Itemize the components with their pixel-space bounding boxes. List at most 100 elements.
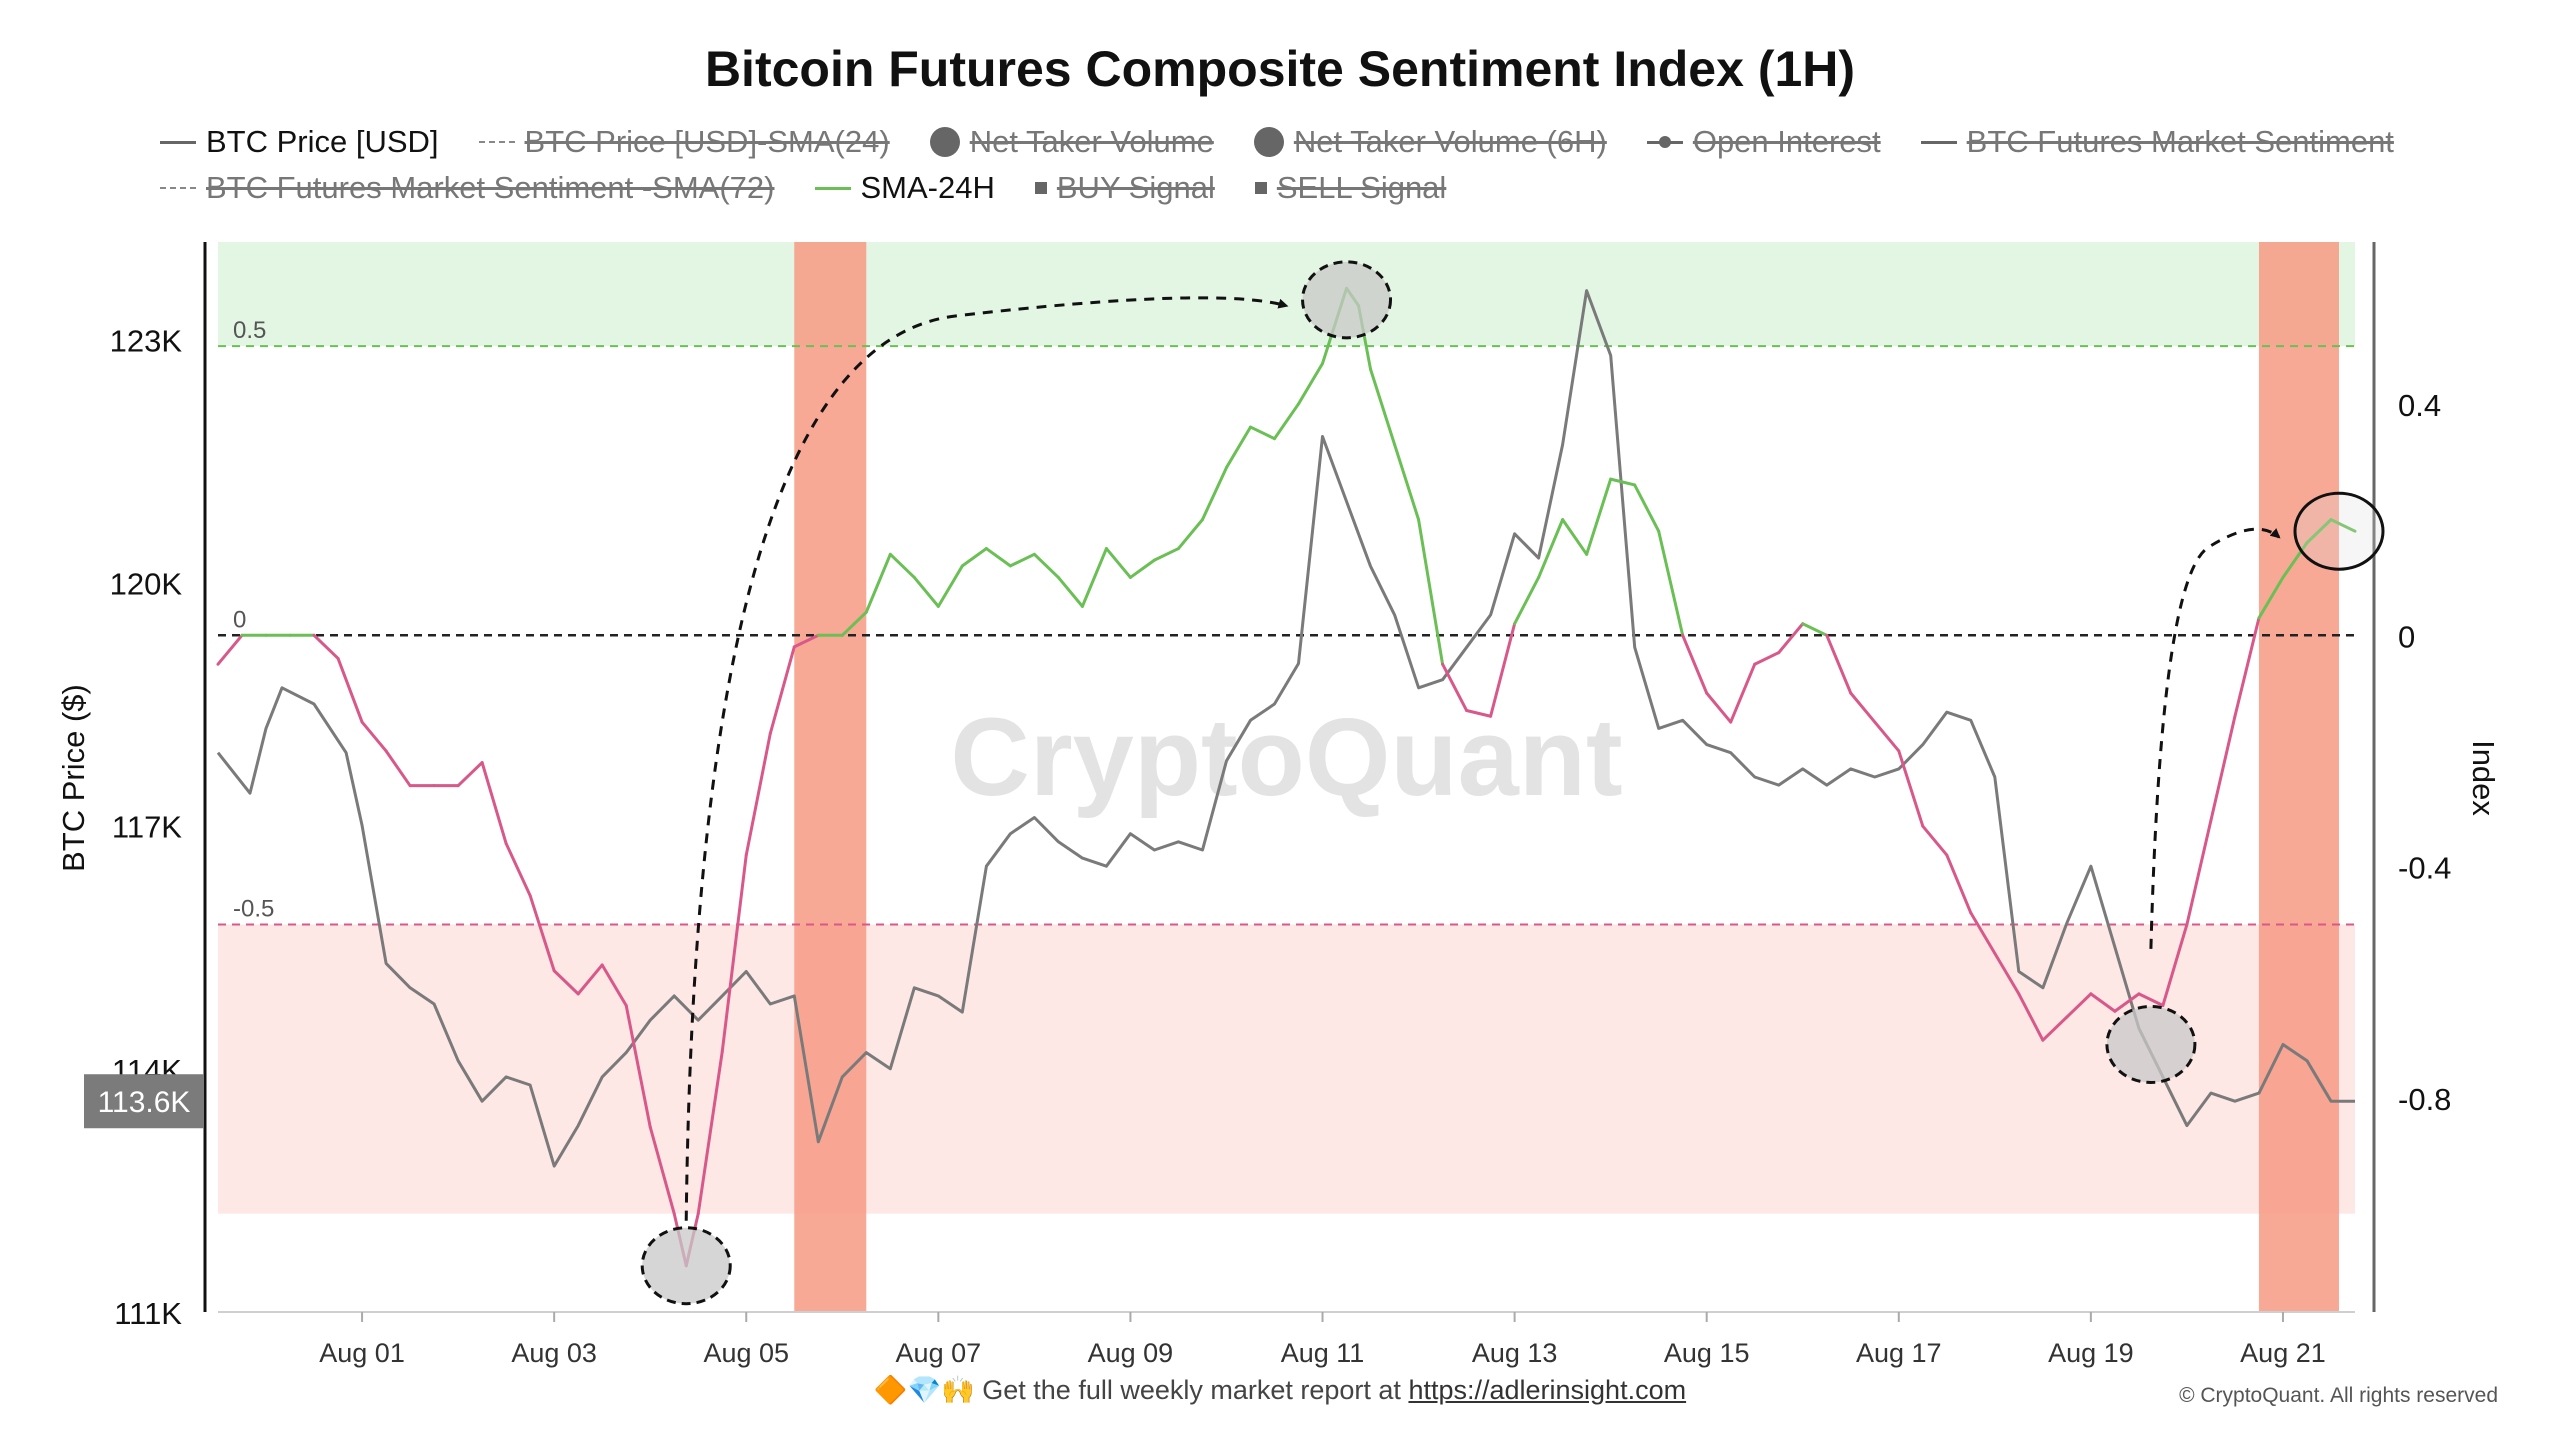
sma-24h-segment xyxy=(1993,951,2021,996)
annotation-circle xyxy=(640,1226,732,1306)
sma-24h-segment xyxy=(1056,575,1084,608)
sma-24h-segment xyxy=(576,963,604,996)
sma-24h-segment xyxy=(2137,992,2165,1007)
legend-swatch-icon xyxy=(1646,135,1683,148)
sma-24h-segment xyxy=(2017,992,2045,1042)
sma-24h-segment xyxy=(2209,714,2237,822)
sma-24h-segment xyxy=(216,633,244,666)
annotation-arrow xyxy=(2149,527,2281,949)
legend-swatch-icon xyxy=(1253,127,1284,157)
current-price-tag xyxy=(84,1074,204,1129)
sma-24h-segment xyxy=(1513,575,1541,626)
legend-label: BUY Signal xyxy=(1056,170,1215,205)
sma-24h-segment xyxy=(1537,518,1565,579)
current-price-label: 113.6K xyxy=(98,1086,191,1119)
legend-item[interactable]: BTC Price [USD] xyxy=(160,124,439,160)
sma-24h-segment xyxy=(1657,529,1685,637)
sma-24h-segment xyxy=(1200,466,1228,522)
legend-item[interactable]: Net Taker Volume (6H) xyxy=(1253,124,1607,160)
sma-24h-segment xyxy=(1465,708,1493,718)
legend-item[interactable]: SELL Signal xyxy=(1254,170,1446,206)
sma-24h-segment xyxy=(1705,691,1733,724)
legend-swatch-icon xyxy=(160,140,196,144)
sma-24h-segment xyxy=(696,1050,724,1216)
left-tick-label: 123K xyxy=(110,323,183,358)
x-tick-label: Aug 11 xyxy=(1281,1338,1365,1368)
legend-item[interactable]: BUY Signal xyxy=(1034,170,1215,206)
sma-24h-segment xyxy=(1248,425,1276,441)
legend-swatch-icon xyxy=(160,187,196,189)
sma-24h-segment xyxy=(1393,442,1421,522)
sma-24h-segment xyxy=(1921,824,1949,857)
legend-item[interactable]: BTC Futures Market Sentiment xyxy=(1920,124,2394,160)
sma-24h-segment xyxy=(1729,662,1757,724)
sma-24h-segment xyxy=(912,575,940,608)
threshold-label: -0.5 xyxy=(233,895,274,922)
sma-24h-segment xyxy=(1753,651,1781,666)
sma-24h-segment xyxy=(2113,992,2141,1013)
legend-label: BTC Futures Market Sentiment xyxy=(1966,124,2394,159)
sma-24h-segment xyxy=(1489,622,1517,718)
sma-24h-segment xyxy=(2089,992,2117,1013)
left-tick-label: 117K xyxy=(112,810,182,845)
left-tick-label: 120K xyxy=(110,566,183,601)
sma-24h-segment xyxy=(840,610,868,637)
annotation-circle xyxy=(2105,1005,2197,1084)
sma-24h-segment xyxy=(1897,749,1925,828)
sma-24h-segment xyxy=(1777,622,1805,655)
sma-24h-segment xyxy=(720,853,748,1054)
x-tick-label: Aug 03 xyxy=(511,1338,597,1368)
sma-24h-segment xyxy=(2305,518,2333,545)
sma-24h-segment xyxy=(888,552,916,579)
footer-link[interactable]: https://adlerinsight.com xyxy=(1408,1375,1687,1405)
legend-item[interactable]: Net Taker Volume xyxy=(929,124,1214,160)
sma-24h-segment xyxy=(480,761,508,846)
sma-24h-segment xyxy=(1152,547,1180,562)
sma-24h-segment xyxy=(1609,477,1637,487)
x-tick-label: Aug 19 xyxy=(2048,1338,2134,1368)
sma-24h-segment xyxy=(864,552,892,614)
sma-24h-segment xyxy=(2185,818,2213,926)
legend-item[interactable]: BTC Futures Market Sentiment -SMA(72) xyxy=(160,170,775,206)
sma-24h-segment xyxy=(1801,622,1829,637)
copyright: © CryptoQuant. All rights reserved xyxy=(2179,1384,2498,1407)
sma-24h-segment xyxy=(984,547,1012,568)
sma-24h-segment xyxy=(2281,541,2309,579)
legend-label: BTC Futures Market Sentiment -SMA(72) xyxy=(206,170,775,205)
sma-24h-segment xyxy=(1561,518,1589,556)
sma-24h-segment xyxy=(2161,922,2189,1007)
sma-24h-segment xyxy=(360,720,388,753)
x-tick-label: Aug 15 xyxy=(1664,1338,1750,1368)
right-tick-label: -0.8 xyxy=(2398,1082,2451,1117)
footer-text: Get the full weekly market report at xyxy=(982,1375,1409,1405)
signal-band xyxy=(794,242,867,1312)
sma-24h-segment xyxy=(1032,552,1060,579)
x-tick-label: Aug 17 xyxy=(1856,1338,1942,1368)
sma-24h-segment xyxy=(1585,477,1613,556)
legend-swatch-icon xyxy=(478,141,515,143)
legend-item[interactable]: Open Interest xyxy=(1646,124,1881,160)
sma-24h-segment xyxy=(1873,720,1901,753)
sma-24h-segment xyxy=(744,732,772,857)
bullish-zone xyxy=(218,242,2355,347)
footer: 🔶💎🙌 Get the full weekly market report at… xyxy=(0,1374,2560,1406)
sma-24h-segment xyxy=(1969,911,1997,955)
legend-swatch-icon xyxy=(1254,182,1267,194)
right-tick-label: 0 xyxy=(2398,619,2415,654)
chart-legend: BTC Price [USD] BTC Price [USD]-SMA(24) Ne… xyxy=(160,124,2460,206)
chart-title: Bitcoin Futures Composite Sentiment Inde… xyxy=(704,41,1856,97)
sma-24h-segment xyxy=(1633,483,1661,533)
sma-24h-segment xyxy=(312,633,340,660)
legend-item[interactable]: BTC Price [USD]-SMA(24) xyxy=(478,124,890,160)
x-tick-label: Aug 07 xyxy=(896,1338,982,1368)
legend-item[interactable]: SMA-24H xyxy=(814,170,995,206)
x-tick-label: Aug 21 xyxy=(2240,1338,2326,1368)
legend-label: BTC Price [USD] xyxy=(206,124,439,159)
legend-swatch-icon xyxy=(929,127,960,157)
right-tick-label: -0.4 xyxy=(2398,851,2451,886)
sma-24h-segment xyxy=(768,645,796,736)
threshold-label: 0 xyxy=(233,606,246,633)
bearish-zone xyxy=(218,924,2355,1214)
sma-24h-segment xyxy=(648,1125,676,1216)
sma-24h-segment xyxy=(1369,367,1397,446)
